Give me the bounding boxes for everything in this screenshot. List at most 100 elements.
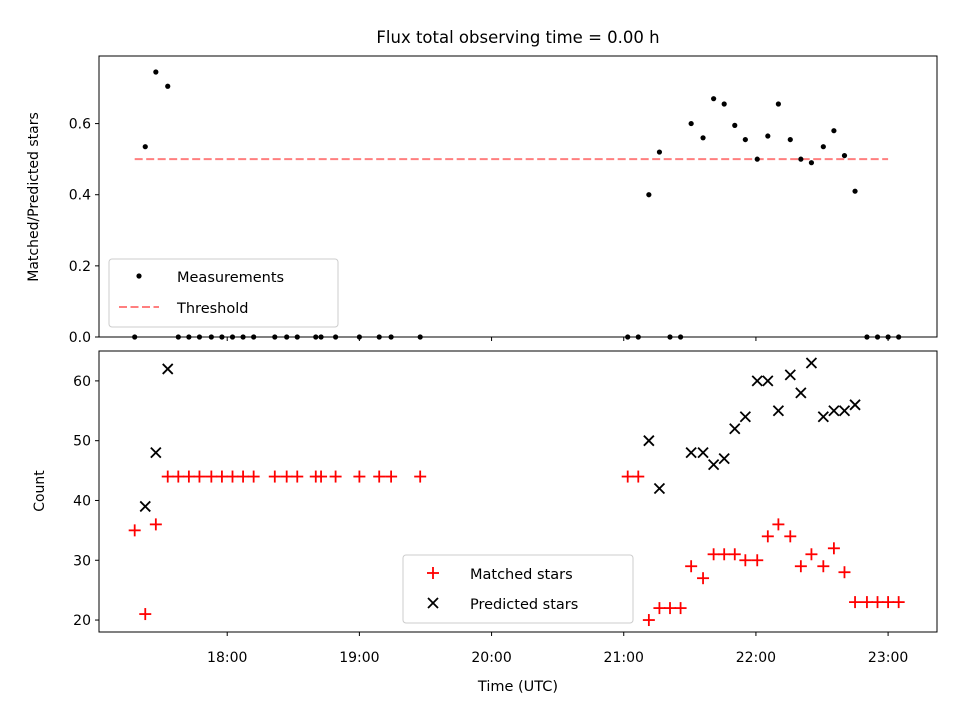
x-tick-label-4: 22:00 — [736, 650, 776, 666]
matched-star-point-11 — [247, 470, 260, 483]
predicted-star-point-13 — [772, 405, 785, 417]
predicted-star-point-5 — [685, 447, 697, 459]
top-y-tick-label-2: 0.4 — [69, 188, 91, 204]
top-y-tick-label-3: 0.6 — [69, 117, 91, 133]
measurement-point-35 — [765, 133, 771, 139]
predicted-star-point-0 — [139, 500, 151, 513]
matched-star-point-2 — [149, 518, 162, 531]
predicted-star-point-15 — [795, 387, 807, 399]
predicted-star-point-8 — [718, 452, 730, 465]
bottom-panel: 20 30 40 50 60 18:00 19:00 20:00 21:00 22:00 23:00… — [32, 350, 938, 695]
measurement-point-32 — [732, 122, 738, 128]
measurement-point-24 — [646, 192, 652, 198]
matched-star-point-43 — [849, 596, 862, 609]
predicted-star-point-7 — [707, 458, 720, 471]
matched-star-point-32 — [728, 548, 741, 561]
top-panel: 0.0 0.2 0.4 0.6 Matched/Predicted stars Mea… — [26, 55, 938, 346]
predicted-star-point-4 — [653, 482, 666, 495]
matched-star-point-3 — [161, 470, 174, 483]
bottom-axes-frame — [98, 350, 938, 633]
predicted-star-point-17 — [817, 411, 829, 423]
predicted-star-point-20 — [849, 399, 861, 411]
matched-star-point-42 — [838, 566, 851, 579]
measurement-point-41 — [831, 128, 837, 134]
top-y-tick-label-0: 0.0 — [69, 330, 91, 346]
matched-star-point-40 — [817, 560, 830, 573]
matched-star-point-35 — [761, 530, 774, 543]
matched-star-point-45 — [871, 596, 884, 609]
chart-title: Flux total observing time = 0.00 h — [376, 28, 659, 47]
matched-star-point-22 — [621, 470, 634, 483]
bottom-legend: Matched stars Predicted stars — [402, 554, 634, 624]
predicted-star-point-18 — [828, 405, 840, 417]
matched-star-point-14 — [291, 470, 304, 483]
matched-star-point-16 — [315, 470, 328, 483]
measurement-point-38 — [798, 156, 804, 162]
top-y-tick-label-1: 0.2 — [69, 259, 91, 275]
matched-star-point-39 — [805, 548, 818, 561]
matched-star-point-36 — [772, 518, 785, 531]
matched-star-point-25 — [653, 602, 666, 615]
measurement-point-37 — [787, 136, 793, 143]
bottom-y-tick-label-2: 40 — [73, 493, 91, 509]
bottom-legend-box — [402, 554, 634, 624]
bottom-y-axis-label: Count — [32, 470, 48, 512]
matched-star-point-19 — [373, 470, 386, 483]
matched-star-point-6 — [193, 470, 206, 483]
measurement-point-3 — [165, 83, 171, 89]
legend-marker-predicted-stars — [427, 597, 439, 609]
x-tick-label-3: 21:00 — [604, 650, 644, 666]
matched-star-point-8 — [215, 470, 228, 483]
predicted-star-point-3 — [643, 435, 655, 447]
measurement-point-33 — [742, 136, 748, 143]
matched-star-point-34 — [751, 554, 764, 567]
predicted-star-point-19 — [838, 405, 851, 417]
measurement-point-29 — [700, 135, 706, 141]
matched-star-point-29 — [697, 572, 710, 585]
matched-star-point-9 — [226, 470, 239, 483]
x-axis-label: Time (UTC) — [477, 679, 558, 695]
predicted-star-point-1 — [150, 447, 162, 459]
bottom-marks — [128, 357, 905, 627]
matched-star-point-27 — [674, 602, 687, 615]
x-tick-label-1: 19:00 — [339, 650, 379, 666]
matched-star-point-44 — [860, 596, 873, 609]
matched-star-point-26 — [664, 602, 677, 615]
top-ticks: 0.0 0.2 0.4 0.6 — [69, 117, 889, 346]
matched-star-point-10 — [237, 470, 250, 483]
top-y-axis-label: Matched/Predicted stars — [26, 112, 42, 282]
predicted-star-point-10 — [739, 411, 751, 423]
matched-star-point-21 — [414, 470, 427, 483]
matched-star-point-17 — [329, 470, 342, 483]
bottom-ticks: 20 30 40 50 60 18:00 19:00 20:00 21:00 22:00 23:00 — [73, 374, 908, 666]
matched-star-point-33 — [739, 554, 752, 567]
matched-star-point-4 — [172, 470, 185, 483]
matched-star-point-47 — [892, 596, 905, 609]
measurement-point-1 — [142, 144, 148, 150]
matched-star-point-23 — [632, 470, 645, 483]
top-legend: Measurements Threshold — [108, 258, 339, 328]
matched-star-point-31 — [718, 548, 731, 561]
top-axes-frame — [98, 55, 938, 338]
matched-star-point-18 — [353, 470, 366, 483]
matched-star-point-41 — [827, 542, 840, 555]
predicted-star-point-12 — [762, 375, 774, 387]
measurement-point-43 — [852, 188, 858, 194]
measurement-point-34 — [754, 156, 760, 162]
x-tick-label-5: 23:00 — [868, 650, 908, 666]
matched-star-point-13 — [280, 470, 293, 483]
measurement-point-36 — [775, 101, 781, 107]
bottom-y-tick-label-4: 60 — [73, 374, 91, 390]
legend-label-measurements: Measurements — [177, 270, 284, 286]
matched-star-point-5 — [182, 470, 195, 483]
measurement-point-40 — [820, 144, 826, 150]
measurement-point-31 — [721, 101, 727, 107]
matched-star-point-24 — [642, 614, 655, 627]
measurement-point-30 — [711, 96, 717, 102]
top-legend-box — [108, 258, 339, 328]
matched-star-point-7 — [205, 470, 218, 483]
legend-marker-measurements — [136, 273, 142, 279]
matched-star-point-12 — [268, 470, 281, 483]
matched-star-point-20 — [385, 470, 398, 483]
